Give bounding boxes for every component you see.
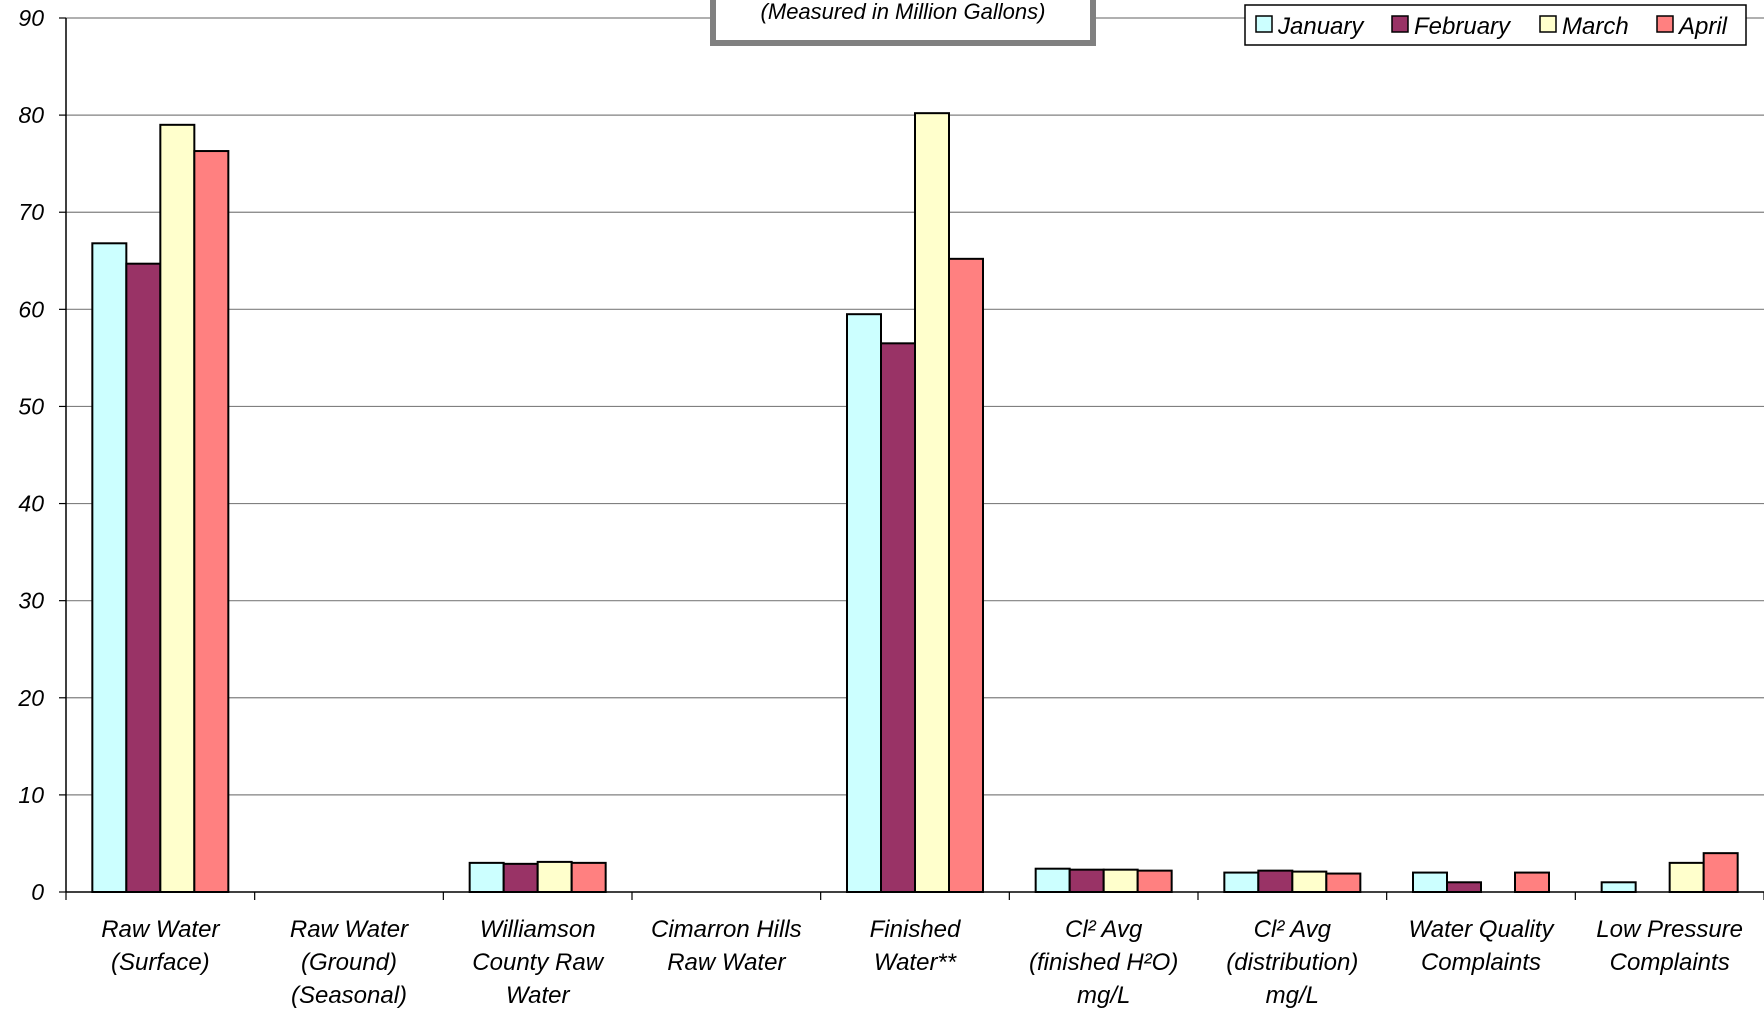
bar-january	[468, 861, 505, 893]
bar-february	[1068, 868, 1105, 893]
bar-january	[1412, 871, 1448, 893]
y-tick-label: 50	[18, 393, 44, 419]
subtitle-box: (Measured in Million Gallons)	[710, 0, 1096, 46]
y-tick-label: 40	[18, 491, 44, 517]
category-label: Raw Water (Ground) (Seasonal)	[290, 916, 409, 1009]
bar-april	[1325, 872, 1362, 893]
bar-february	[1257, 869, 1294, 894]
axes	[59, 17, 1764, 900]
legend-swatch-april	[1656, 15, 1674, 33]
category-label: Cl² Avg (finished H²O) mg/L	[1029, 916, 1178, 1009]
category-label: Low Pressure Complaints	[1596, 916, 1743, 976]
y-tick-label: 80	[18, 102, 44, 128]
bar-january	[1223, 871, 1260, 893]
legend-label-april: April	[1677, 13, 1728, 40]
bar-march	[914, 112, 950, 894]
category-label: Finished Water**	[870, 916, 961, 976]
y-tick-label: 20	[17, 685, 44, 711]
bar-march	[1102, 868, 1139, 893]
y-tick-labels: 0 10 20 30 40 50 60 70 80 90	[17, 5, 44, 905]
bar-march	[536, 860, 573, 894]
legend-label-february: February	[1414, 13, 1512, 40]
category-label: Cl² Avg (distribution) mg/L	[1226, 916, 1358, 1009]
bar-march	[159, 123, 196, 894]
bar-february	[1446, 881, 1482, 893]
chart-subtitle: (Measured in Million Gallons)	[761, 0, 1046, 24]
legend-label-january: January	[1277, 13, 1365, 40]
category-label: Williamson County Raw Water	[472, 916, 604, 1009]
bar-april	[1514, 871, 1550, 893]
y-tick-label: 30	[18, 588, 44, 614]
legend-swatch-february	[1391, 15, 1409, 33]
y-tick-label: 60	[18, 296, 44, 322]
category-labels: Raw Water (Surface) Raw Water (Ground) (Seas…	[101, 916, 1743, 1009]
bar-february	[125, 262, 162, 893]
bar-april	[1136, 869, 1173, 894]
bar-january	[846, 313, 882, 893]
bar-february	[502, 862, 539, 893]
y-tick-label: 10	[18, 782, 44, 808]
bar-april	[1702, 852, 1739, 894]
bars	[91, 112, 1739, 894]
category-label: Raw Water (Surface)	[101, 916, 220, 976]
y-tick-label: 0	[31, 879, 44, 905]
bar-march	[1668, 861, 1705, 893]
bar-january	[1600, 881, 1637, 893]
y-tick-label: 70	[18, 199, 44, 225]
bar-april	[948, 257, 984, 893]
bar-january	[1034, 867, 1071, 894]
legend: January February March April	[1244, 4, 1747, 46]
legend-label-march: March	[1562, 13, 1629, 40]
legend-swatch-march	[1539, 15, 1557, 33]
legend-swatch-january	[1255, 15, 1273, 33]
y-tick-label: 90	[18, 5, 44, 31]
category-label: Cimarron Hills Raw Water	[651, 916, 802, 976]
bar-february	[880, 342, 916, 894]
bar-april	[570, 861, 607, 893]
category-label: Water Quality Complaints	[1409, 916, 1556, 976]
bar-april	[193, 150, 230, 893]
bar-january	[91, 242, 128, 893]
bar-march	[1291, 870, 1328, 894]
